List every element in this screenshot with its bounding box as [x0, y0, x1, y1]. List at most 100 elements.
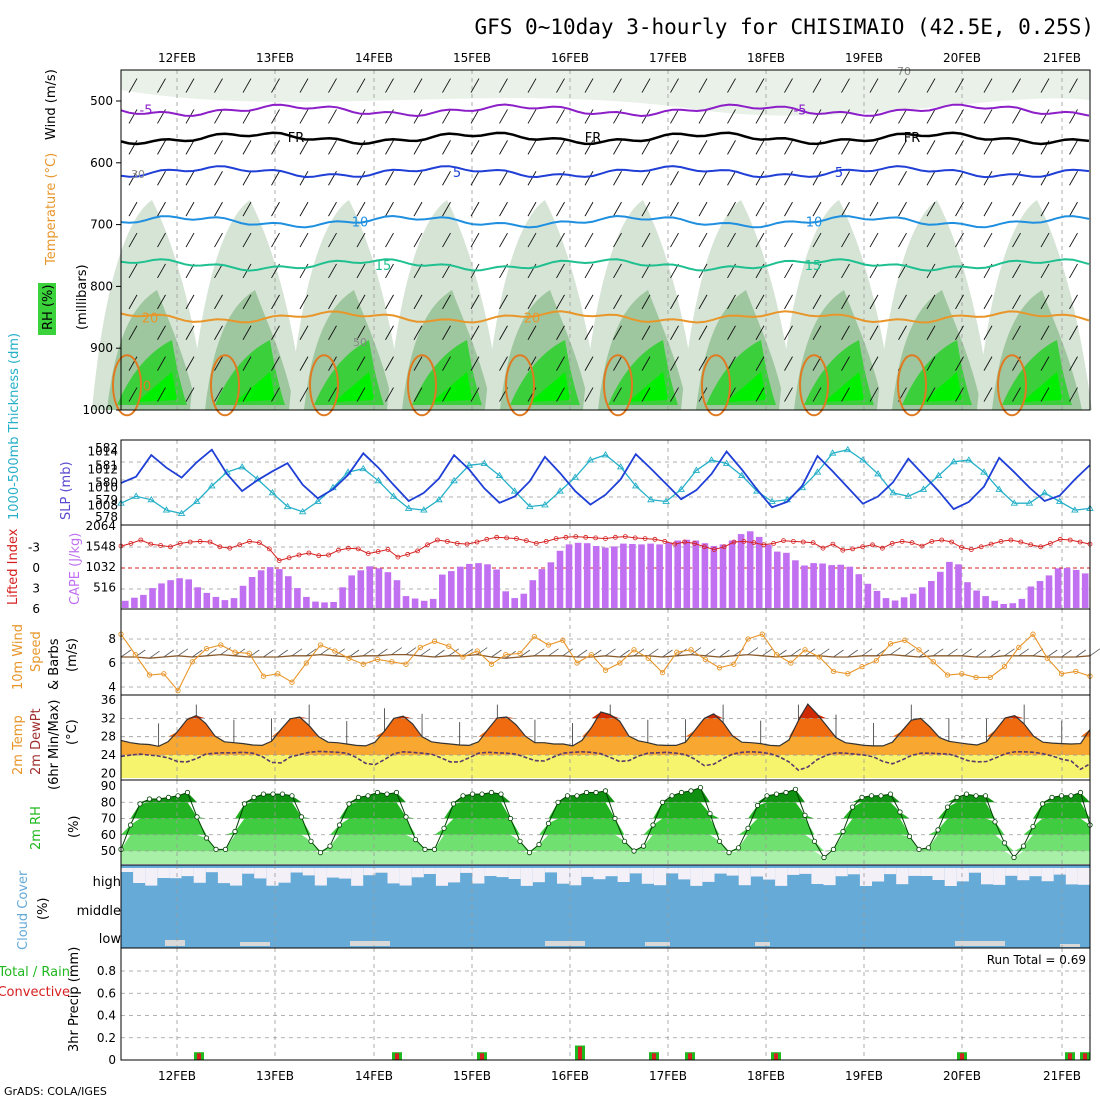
precip-convective-bar [197, 1053, 201, 1060]
wind-barb [385, 356, 394, 371]
cape-bar [439, 574, 446, 608]
lifted-index-point [949, 539, 954, 545]
wind-barb [784, 201, 793, 217]
lifted-index-point [474, 539, 480, 545]
rh-band-max [726, 372, 766, 402]
isotherm-label: 20 [142, 311, 159, 326]
wind-speed-point [859, 663, 865, 670]
rh-point [156, 796, 162, 802]
lifted-index-point [613, 534, 618, 540]
lifted-index-tick-label: 6 [32, 602, 40, 616]
wind-barb [470, 356, 480, 371]
high-cloud-gap [290, 868, 303, 873]
thickness-point [465, 461, 474, 468]
high-cloud-gap [557, 868, 570, 884]
wind-barb [641, 387, 651, 402]
lifted-index-point [247, 539, 252, 544]
lifted-index-point [1028, 542, 1034, 548]
lifted-index-point [731, 539, 737, 545]
wind-barb [242, 171, 252, 186]
wind-barb [214, 356, 223, 371]
wind-speed-point [531, 633, 537, 640]
cape-bar [411, 598, 419, 608]
high-cloud-gap [266, 868, 279, 886]
wind-barb [413, 356, 423, 371]
wind-barb [926, 140, 936, 155]
wind-speed-point [830, 668, 837, 675]
high-cloud-gap [399, 868, 412, 886]
cape-bar [448, 571, 455, 608]
rh-point [897, 809, 903, 815]
wind-barb [705, 648, 716, 657]
y-tick-label: 1000 [82, 403, 113, 417]
wind-barb [975, 649, 987, 658]
high-cloud-gap [544, 868, 557, 873]
wind-barb [263, 649, 274, 658]
thickness-point [1040, 488, 1049, 496]
wind-barb [983, 109, 993, 124]
wind-barb [499, 325, 508, 340]
wind-barb [499, 294, 508, 310]
lifted-index-point [860, 544, 865, 550]
cape-bar [955, 564, 962, 608]
wind-barb [747, 647, 759, 655]
thickness-point [1010, 499, 1019, 506]
cape-bar [991, 600, 998, 608]
cape-bar [357, 570, 365, 608]
lifted-index-point [800, 539, 806, 545]
isotherm-label: FR [904, 131, 921, 146]
wind-speed-line [120, 633, 1091, 692]
wind-barb [271, 109, 280, 124]
wind-barb [328, 263, 337, 279]
cape-bar [366, 566, 374, 608]
temp-tick-label: 24 [101, 748, 116, 762]
wind-barb [812, 201, 822, 217]
rh-point [203, 835, 210, 841]
wind-barb [242, 356, 252, 371]
precip-tick-label: 0.4 [97, 1009, 116, 1023]
high-cloud-gap [351, 868, 364, 886]
thickness-tick-label: 580 [95, 476, 118, 490]
wind-barb [405, 647, 417, 655]
wind-barb [641, 78, 651, 93]
thickness-point [995, 485, 1003, 492]
wind-barb [955, 232, 964, 248]
lifted-index-point [286, 555, 292, 561]
wind-speed-point [1044, 655, 1050, 661]
cape-bar [276, 569, 283, 608]
thickness-point [889, 488, 897, 496]
temp-tick-label: 32 [101, 711, 116, 725]
wind-barb [727, 78, 736, 93]
wind-barb [576, 649, 588, 658]
lifted-index-point [454, 541, 460, 546]
isotherm-25 [799, 354, 829, 417]
cape-bar [810, 563, 817, 608]
wind-barb [271, 201, 280, 217]
high-cloud-gap [799, 868, 812, 874]
cape-bar [638, 544, 645, 608]
wind-speed-point [902, 637, 908, 643]
lifted-index-point [939, 537, 945, 543]
lifted-index-point [484, 536, 490, 542]
wind-barb [841, 325, 850, 340]
thickness-point [601, 451, 610, 458]
rh-point [555, 799, 561, 805]
thickness-line [120, 449, 1091, 515]
isotherm-minus5 [120, 103, 1090, 118]
wind-barb [128, 325, 138, 340]
rh-point [906, 833, 913, 840]
precip-convective-bar [960, 1053, 964, 1060]
wind-barb [271, 78, 280, 93]
rh-band-max [137, 372, 177, 402]
wind-barb [128, 356, 138, 371]
high-cloud-gap [278, 868, 291, 883]
y-tick-label: 500 [90, 94, 113, 108]
rh-point [1077, 789, 1084, 796]
wind-barb [128, 171, 138, 186]
wind-barb [584, 232, 594, 248]
date-label: 19FEB [845, 1069, 883, 1083]
high-cloud-gap [121, 868, 134, 872]
wind-barb [385, 140, 394, 155]
wind-barb [961, 648, 972, 657]
wind-speed-point [517, 650, 523, 657]
